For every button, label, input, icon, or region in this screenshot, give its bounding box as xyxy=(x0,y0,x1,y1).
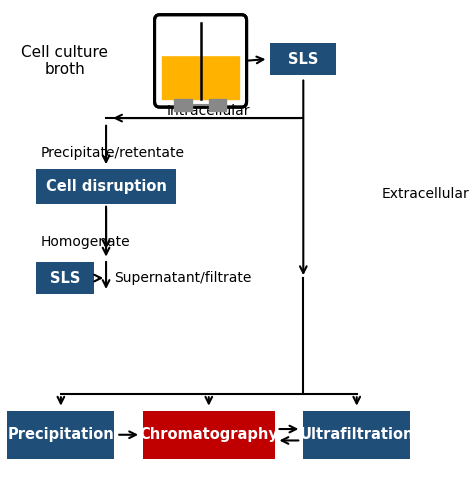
Text: Cell culture
broth: Cell culture broth xyxy=(21,45,109,77)
Text: Ultrafiltration: Ultrafiltration xyxy=(300,427,414,442)
Bar xyxy=(209,100,226,112)
FancyBboxPatch shape xyxy=(303,411,410,458)
Bar xyxy=(162,55,239,99)
FancyBboxPatch shape xyxy=(36,262,94,294)
FancyBboxPatch shape xyxy=(271,43,336,75)
Text: Supernatant/filtrate: Supernatant/filtrate xyxy=(114,271,252,285)
Text: Cell disruption: Cell disruption xyxy=(46,179,166,194)
FancyBboxPatch shape xyxy=(36,170,176,204)
Text: SLS: SLS xyxy=(50,271,80,285)
Bar xyxy=(162,23,239,55)
Text: Precipitation: Precipitation xyxy=(8,427,114,442)
Text: Chromatography: Chromatography xyxy=(139,427,278,442)
FancyBboxPatch shape xyxy=(143,411,274,458)
FancyBboxPatch shape xyxy=(8,411,114,458)
Text: Homogenate: Homogenate xyxy=(40,235,130,249)
FancyBboxPatch shape xyxy=(155,15,246,107)
Bar xyxy=(174,100,191,112)
Text: Intracellular: Intracellular xyxy=(167,104,251,118)
Text: Extracellular: Extracellular xyxy=(382,187,469,201)
Text: SLS: SLS xyxy=(288,52,319,67)
Text: Precipitate/retentate: Precipitate/retentate xyxy=(40,146,184,160)
